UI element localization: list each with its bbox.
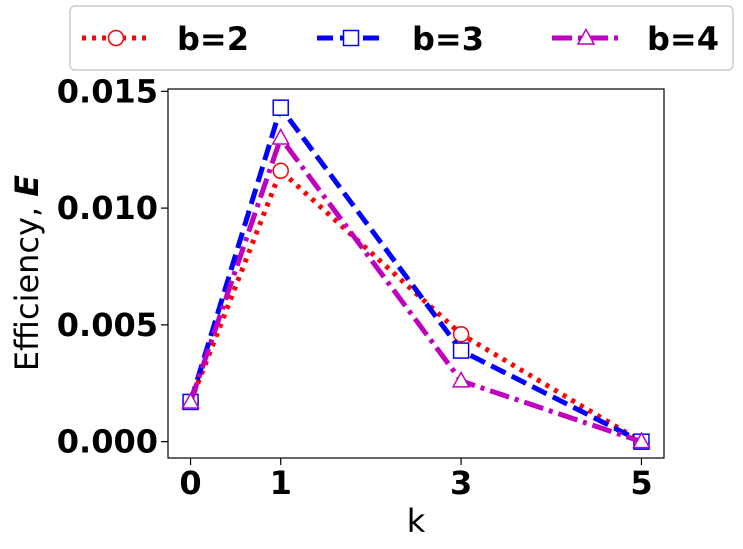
series-b=2	[182, 162, 650, 450]
legend-label: b=3	[412, 20, 484, 58]
x-axis-label: k	[407, 502, 426, 540]
x-tick-label: 3	[450, 464, 472, 502]
data-point	[451, 370, 471, 388]
legend-marker	[342, 29, 360, 47]
x-tick-label: 5	[630, 464, 652, 502]
y-tick-label: 0.015	[57, 72, 158, 110]
y-axis-label-symbol: E	[8, 175, 46, 197]
y-tick-label: 0.000	[57, 423, 158, 461]
legend-label: b=4	[647, 20, 719, 58]
x-tick-label: 0	[179, 464, 201, 502]
legend-marker	[107, 29, 125, 47]
legend-entry: b=3	[317, 20, 484, 58]
legend: b=2 b=3 b=4	[69, 5, 734, 71]
data-point	[181, 391, 200, 409]
x-tick-label: 1	[270, 464, 292, 502]
series-line	[188, 105, 643, 444]
data-point	[271, 127, 290, 145]
data-point	[272, 99, 289, 116]
legend-entry: b=2	[82, 20, 249, 58]
legend-label: b=2	[177, 20, 249, 58]
data-point	[272, 162, 289, 179]
plot-frame	[167, 88, 665, 459]
series-b=3	[182, 99, 650, 450]
axis-ticks: 0 1 3 5 0.000 0.005 0.010 0.015	[57, 72, 653, 502]
y-axis-label: Efficiency, E	[8, 175, 46, 371]
legend-frame	[69, 5, 734, 71]
series-b=4	[181, 127, 651, 449]
legend-entry: b=4	[552, 20, 719, 58]
data-point	[452, 342, 470, 359]
series-layer	[181, 99, 651, 450]
y-tick-label: 0.005	[57, 306, 158, 344]
legend-marker	[576, 27, 596, 45]
series-line	[188, 168, 643, 444]
y-tick-label: 0.010	[57, 189, 158, 227]
y-axis-label-prefix: Efficiency,	[8, 197, 46, 371]
series-line	[188, 135, 643, 445]
data-point	[452, 325, 470, 343]
data-point	[632, 431, 651, 449]
